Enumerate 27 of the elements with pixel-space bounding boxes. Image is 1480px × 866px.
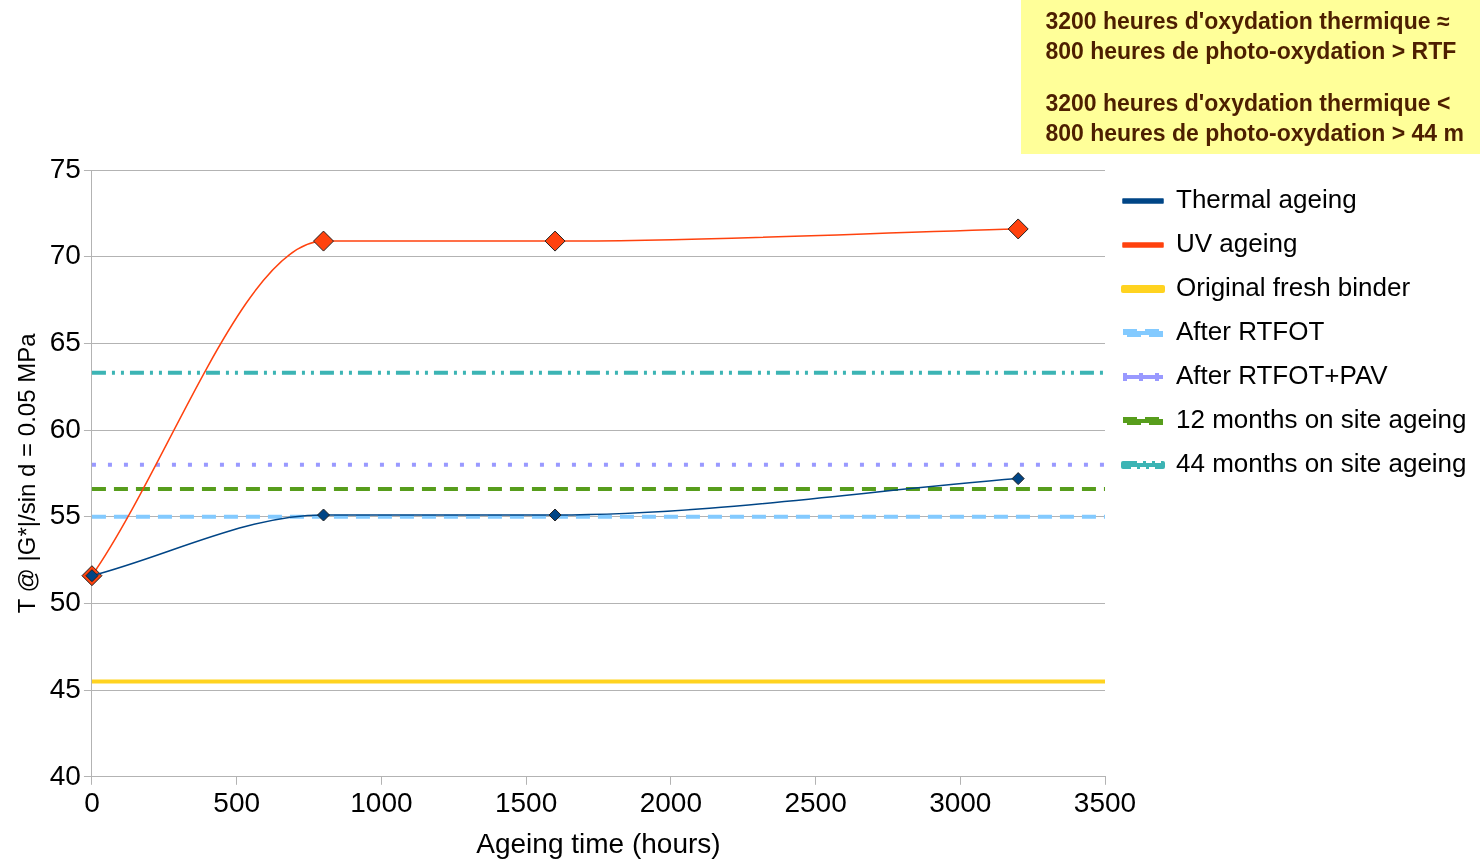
x-tick-label: 3000	[929, 787, 992, 819]
y-tick-label: 75	[49, 152, 81, 184]
y-tick-label: 60	[49, 412, 81, 444]
legend-label: After RTFOT+PAV	[1176, 360, 1389, 391]
legend-label: Thermal ageing	[1176, 184, 1357, 215]
legend-label: 12 months on site ageing	[1176, 404, 1467, 435]
x-tick-label: 500	[213, 787, 261, 819]
x-tick-label: 2500	[784, 787, 847, 819]
x-tick-label: 2000	[639, 787, 702, 819]
x-tick-label: 3500	[1073, 787, 1137, 819]
y-tick-label: 70	[49, 239, 81, 271]
y-tick-label: 45	[49, 672, 81, 704]
legend-label: After RTFOT	[1176, 316, 1325, 347]
legend-label: 44 months on site ageing	[1176, 448, 1467, 479]
text: 3200 heures d'oxydation thermique < 800 heures de photo-oxydation > 44 m	[1045, 89, 1464, 148]
legend-label: UV ageing	[1176, 228, 1298, 259]
legend-label: Original fresh binder	[1176, 272, 1411, 303]
y-tick-label: 65	[49, 326, 81, 358]
x-axis-title: Ageing time (hours)	[476, 827, 721, 859]
y-tick-label: 40	[49, 759, 81, 791]
y-axis-title: T @ |G*|/sin d = 0.05 MPa	[13, 332, 41, 614]
x-tick-label: 1500	[494, 787, 558, 819]
x-tick-label: 0	[84, 787, 100, 819]
y-tick-label: 50	[49, 586, 81, 618]
y-tick-label: 55	[49, 499, 81, 531]
x-tick-label: 1000	[350, 787, 413, 819]
text: 3200 heures d'oxydation thermique ≈ 800 heures de photo-oxydation > RTF	[1045, 7, 1458, 66]
